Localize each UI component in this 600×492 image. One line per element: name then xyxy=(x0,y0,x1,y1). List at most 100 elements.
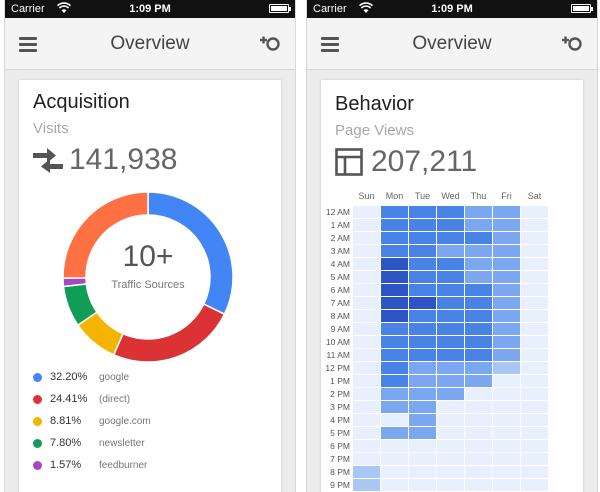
heatmap-cell-tue-12am[interactable] xyxy=(409,206,436,218)
acquisition-card[interactable]: Acquisition Visits 141,938 10+ Traffic S… xyxy=(19,80,281,492)
donut-slice-direct[interactable] xyxy=(112,303,226,362)
heatmap-cell-tue-4pm[interactable] xyxy=(409,414,436,426)
heatmap-cell-wed-2pm[interactable] xyxy=(437,388,464,400)
heatmap-cell-thu-4am[interactable] xyxy=(465,258,492,270)
heatmap-cell-sun-12pm[interactable] xyxy=(353,362,380,374)
heatmap-cell-tue-11am[interactable] xyxy=(409,349,436,361)
heatmap-cell-sat-4pm[interactable] xyxy=(521,414,548,426)
heatmap-cell-wed-11am[interactable] xyxy=(437,349,464,361)
heatmap-cell-tue-12pm[interactable] xyxy=(409,362,436,374)
heatmap-cell-sun-3am[interactable] xyxy=(353,245,380,257)
heatmap-cell-thu-12pm[interactable] xyxy=(465,362,492,374)
heatmap-cell-wed-6am[interactable] xyxy=(437,284,464,296)
heatmap-cell-mon-8pm[interactable] xyxy=(381,466,408,478)
menu-icon[interactable] xyxy=(321,37,339,52)
heatmap-cell-wed-1am[interactable] xyxy=(437,219,464,231)
heatmap-cell-fri-4am[interactable] xyxy=(493,258,520,270)
heatmap-cell-sun-2am[interactable] xyxy=(353,232,380,244)
heatmap-cell-tue-3pm[interactable] xyxy=(409,401,436,413)
heatmap-cell-wed-7pm[interactable] xyxy=(437,453,464,465)
heatmap-cell-sat-1am[interactable] xyxy=(521,219,548,231)
heatmap-cell-mon-2pm[interactable] xyxy=(381,388,408,400)
heatmap-cell-fri-3pm[interactable] xyxy=(493,401,520,413)
heatmap-cell-thu-11am[interactable] xyxy=(465,349,492,361)
heatmap-cell-sat-8am[interactable] xyxy=(521,310,548,322)
heatmap-cell-fri-9pm[interactable] xyxy=(493,479,520,491)
heatmap-cell-thu-5pm[interactable] xyxy=(465,427,492,439)
heatmap-cell-wed-7am[interactable] xyxy=(437,297,464,309)
heatmap-cell-sat-8pm[interactable] xyxy=(521,466,548,478)
heatmap-cell-sun-4pm[interactable] xyxy=(353,414,380,426)
heatmap-cell-fri-10am[interactable] xyxy=(493,336,520,348)
heatmap-cell-thu-7pm[interactable] xyxy=(465,453,492,465)
heatmap-cell-fri-1pm[interactable] xyxy=(493,375,520,387)
heatmap-cell-sun-6am[interactable] xyxy=(353,284,380,296)
heatmap-cell-sat-7am[interactable] xyxy=(521,297,548,309)
heatmap-cell-tue-7am[interactable] xyxy=(409,297,436,309)
heatmap-cell-sat-4am[interactable] xyxy=(521,258,548,270)
heatmap-cell-mon-9am[interactable] xyxy=(381,323,408,335)
heatmap-cell-wed-9am[interactable] xyxy=(437,323,464,335)
heatmap-cell-fri-5am[interactable] xyxy=(493,271,520,283)
heatmap-cell-tue-5pm[interactable] xyxy=(409,427,436,439)
heatmap-cell-sun-4am[interactable] xyxy=(353,258,380,270)
heatmap-cell-fri-4pm[interactable] xyxy=(493,414,520,426)
heatmap-cell-thu-1pm[interactable] xyxy=(465,375,492,387)
heatmap-cell-wed-5pm[interactable] xyxy=(437,427,464,439)
heatmap-cell-tue-2pm[interactable] xyxy=(409,388,436,400)
heatmap-cell-sun-12am[interactable] xyxy=(353,206,380,218)
heatmap-cell-thu-8am[interactable] xyxy=(465,310,492,322)
heatmap-cell-wed-5am[interactable] xyxy=(437,271,464,283)
heatmap-cell-mon-10am[interactable] xyxy=(381,336,408,348)
heatmap-cell-mon-6pm[interactable] xyxy=(381,440,408,452)
heatmap-cell-tue-1am[interactable] xyxy=(409,219,436,231)
heatmap-cell-sat-1pm[interactable] xyxy=(521,375,548,387)
heatmap-cell-wed-12pm[interactable] xyxy=(437,362,464,374)
heatmap-cell-fri-8am[interactable] xyxy=(493,310,520,322)
heatmap-cell-mon-1pm[interactable] xyxy=(381,375,408,387)
heatmap-cell-sat-9am[interactable] xyxy=(521,323,548,335)
heatmap-cell-tue-9am[interactable] xyxy=(409,323,436,335)
heatmap-cell-thu-12am[interactable] xyxy=(465,206,492,218)
heatmap-cell-sun-5pm[interactable] xyxy=(353,427,380,439)
heatmap-cell-mon-1am[interactable] xyxy=(381,219,408,231)
heatmap-cell-sun-1am[interactable] xyxy=(353,219,380,231)
heatmap-cell-tue-8am[interactable] xyxy=(409,310,436,322)
heatmap-cell-sat-12pm[interactable] xyxy=(521,362,548,374)
heatmap-cell-sat-7pm[interactable] xyxy=(521,453,548,465)
heatmap-cell-wed-3am[interactable] xyxy=(437,245,464,257)
heatmap-cell-thu-4pm[interactable] xyxy=(465,414,492,426)
heatmap-cell-mon-4pm[interactable] xyxy=(381,414,408,426)
heatmap-cell-wed-4pm[interactable] xyxy=(437,414,464,426)
heatmap-cell-mon-3pm[interactable] xyxy=(381,401,408,413)
heatmap-cell-sat-5pm[interactable] xyxy=(521,427,548,439)
heatmap-cell-fri-1am[interactable] xyxy=(493,219,520,231)
heatmap-cell-sun-11am[interactable] xyxy=(353,349,380,361)
heatmap-cell-sat-11am[interactable] xyxy=(521,349,548,361)
heatmap-cell-sat-12am[interactable] xyxy=(521,206,548,218)
heatmap-cell-sun-8pm[interactable] xyxy=(353,466,380,478)
heatmap-cell-tue-6am[interactable] xyxy=(409,284,436,296)
heatmap-cell-sun-7am[interactable] xyxy=(353,297,380,309)
heatmap-cell-mon-9pm[interactable] xyxy=(381,479,408,491)
heatmap-cell-sun-9pm[interactable] xyxy=(353,479,380,491)
heatmap-cell-thu-7am[interactable] xyxy=(465,297,492,309)
heatmap-cell-fri-11am[interactable] xyxy=(493,349,520,361)
heatmap-cell-thu-6am[interactable] xyxy=(465,284,492,296)
menu-icon[interactable] xyxy=(19,37,37,52)
heatmap-cell-sat-6am[interactable] xyxy=(521,284,548,296)
heatmap-cell-tue-8pm[interactable] xyxy=(409,466,436,478)
heatmap-cell-sat-5am[interactable] xyxy=(521,271,548,283)
heatmap-cell-sat-2pm[interactable] xyxy=(521,388,548,400)
heatmap-cell-thu-9pm[interactable] xyxy=(465,479,492,491)
add-segment-icon[interactable] xyxy=(561,34,583,59)
heatmap-cell-fri-12am[interactable] xyxy=(493,206,520,218)
heatmap-cell-mon-7am[interactable] xyxy=(381,297,408,309)
heatmap-cell-thu-3am[interactable] xyxy=(465,245,492,257)
heatmap-cell-mon-8am[interactable] xyxy=(381,310,408,322)
heatmap-cell-sun-1pm[interactable] xyxy=(353,375,380,387)
heatmap-cell-tue-4am[interactable] xyxy=(409,258,436,270)
heatmap-cell-sat-10am[interactable] xyxy=(521,336,548,348)
heatmap-cell-tue-7pm[interactable] xyxy=(409,453,436,465)
heatmap-cell-sun-9am[interactable] xyxy=(353,323,380,335)
